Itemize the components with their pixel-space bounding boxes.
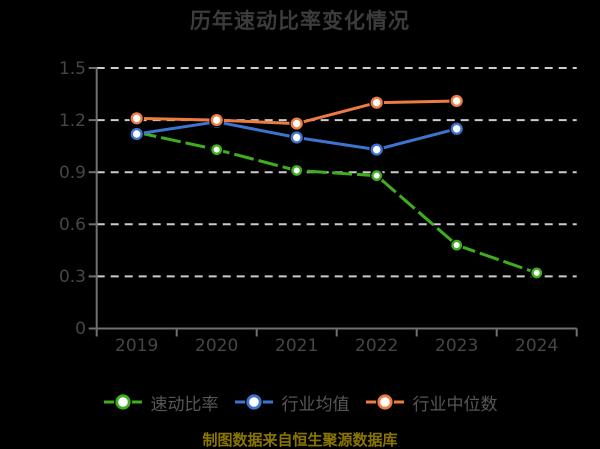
y-tick-label: 0.9	[58, 162, 86, 183]
chart-canvas	[88, 67, 578, 337]
data-point-marker	[290, 117, 303, 130]
y-tick-label: 1.5	[58, 58, 86, 79]
y-tick-label: 0.3	[58, 266, 86, 287]
legend-item-0[interactable]: 速动比率	[103, 390, 219, 415]
data-point-marker	[210, 113, 223, 127]
data-point-marker	[211, 144, 223, 156]
legend-label: 行业均值	[281, 394, 350, 415]
legend-item-2[interactable]: 行业中位数	[365, 390, 498, 415]
legend-item-1[interactable]: 行业均值	[234, 390, 350, 415]
data-point-marker	[450, 122, 463, 135]
data-source-caption: 制图数据来自恒生聚源数据库	[202, 431, 398, 449]
x-tick-label: 2020	[195, 336, 239, 356]
data-point-marker	[451, 239, 463, 251]
legend-marker-icon	[234, 393, 273, 411]
data-point-marker	[370, 143, 383, 156]
y-tick-label: 1.2	[58, 110, 86, 131]
legend-marker-icon	[365, 393, 404, 411]
legend-label: 行业中位数	[412, 394, 498, 415]
data-point-marker	[450, 94, 463, 108]
x-tick-label: 2021	[275, 336, 319, 356]
data-point-marker	[130, 127, 143, 141]
y-tick-label: 0	[75, 319, 86, 339]
chart-legend: 速动比率 行业均值 行业中位数	[0, 389, 600, 415]
data-point-marker	[531, 267, 543, 279]
data-point-marker	[371, 170, 383, 182]
data-point-marker	[290, 131, 303, 144]
chart-title: 历年速动比率变化情况	[190, 9, 410, 33]
x-tick-label: 2022	[355, 336, 399, 356]
data-point-marker	[291, 165, 303, 176]
series-line-0	[136, 130, 538, 275]
x-tick-label: 2023	[435, 336, 479, 356]
legend-marker-icon	[103, 393, 142, 411]
y-tick-label: 0.6	[58, 214, 86, 235]
x-tick-label: 2024	[515, 336, 559, 356]
data-point-marker	[370, 96, 383, 109]
data-point-marker	[130, 112, 143, 125]
legend-label: 速动比率	[150, 394, 219, 415]
x-tick-label: 2019	[115, 336, 159, 356]
